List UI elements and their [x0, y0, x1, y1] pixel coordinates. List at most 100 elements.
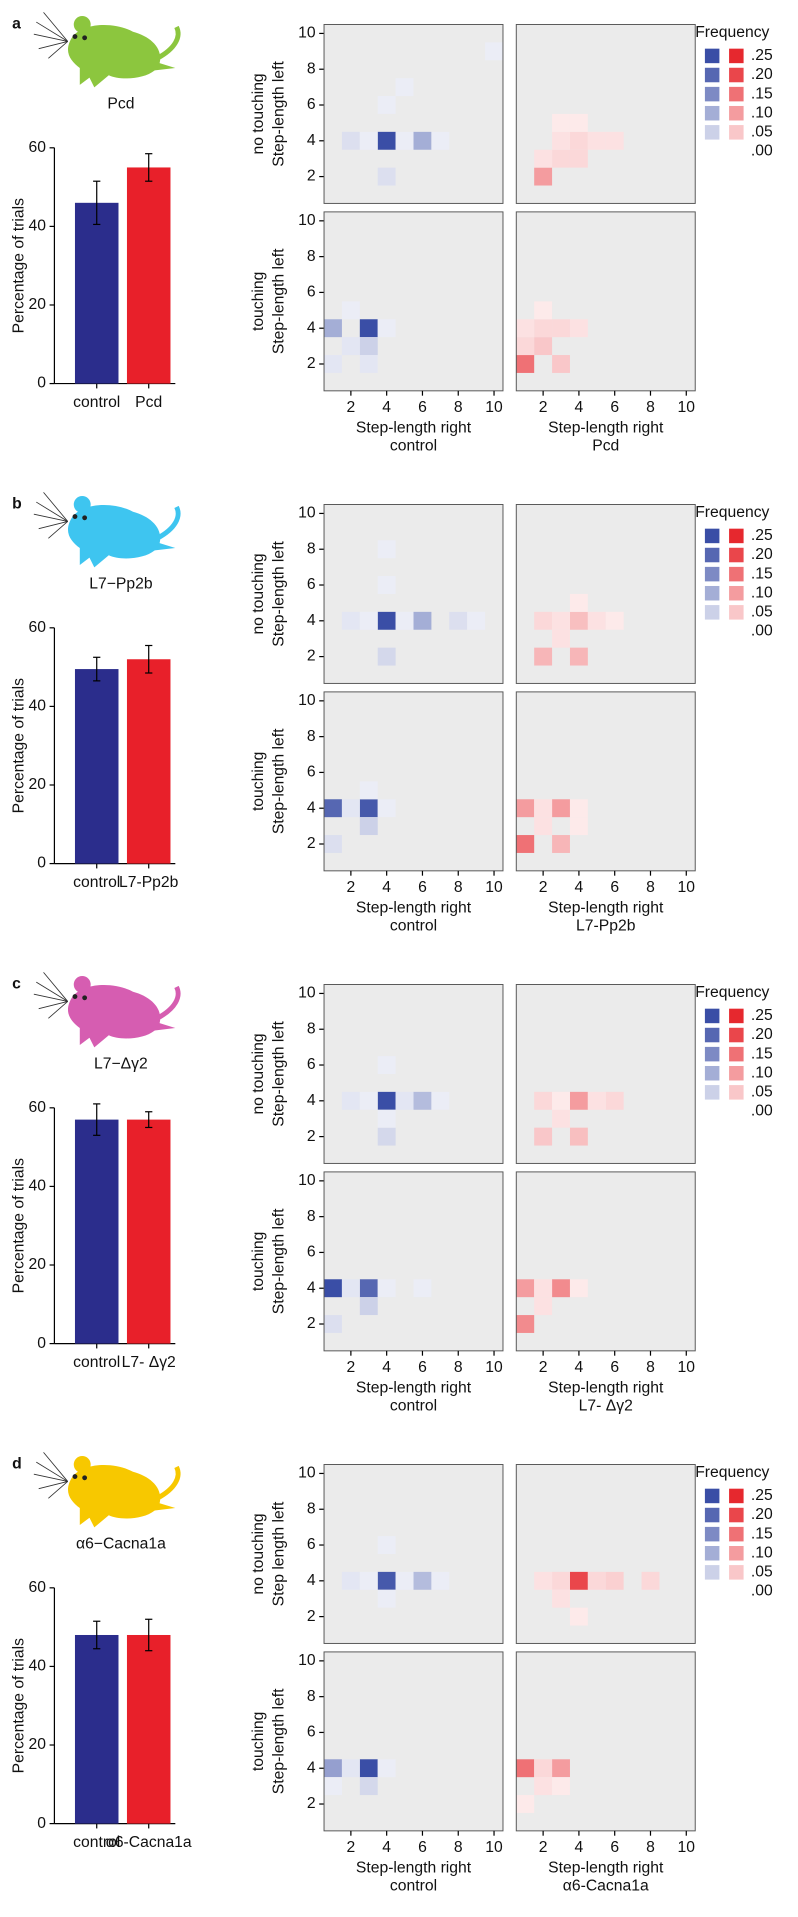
mouse-eye	[82, 35, 88, 41]
legend-label: .15	[751, 85, 773, 102]
mouse-body	[67, 1465, 176, 1528]
heatmap-frame	[323, 1464, 504, 1644]
heatmap-cell	[516, 319, 535, 338]
x-tick-label: 10	[678, 879, 696, 896]
x-tick-label: Pcd	[135, 394, 162, 411]
x-tick-label: 10	[678, 399, 696, 416]
mouse-whisker	[36, 1461, 68, 1482]
x-tick-label: 4	[382, 1359, 391, 1376]
y-tick-label: 4	[307, 132, 316, 149]
y-tick-label: 8	[307, 540, 316, 557]
heatmap-cell	[552, 1777, 570, 1796]
x-tick-label: L7-Pp2b	[119, 874, 179, 891]
heatmap-cell	[359, 1571, 378, 1590]
x-tick-label: α6-Cacna1a	[106, 1834, 192, 1851]
heatmap-cell	[431, 131, 450, 150]
heatmap-background	[516, 1651, 696, 1831]
legend-label: .20	[751, 1506, 773, 1523]
heatmap-cell	[534, 1571, 553, 1590]
legend-swatch	[704, 105, 720, 121]
heatmap-frame	[515, 1171, 696, 1352]
heatmap-cell	[341, 1279, 360, 1298]
heatmap-cell	[569, 611, 588, 630]
mouse-whisker	[33, 1473, 68, 1482]
heatmap-cell	[359, 131, 378, 150]
error-bar	[93, 1620, 101, 1650]
heatmap-cell	[324, 1777, 342, 1796]
heatmap-cell	[569, 799, 588, 818]
legend-swatch	[729, 1565, 744, 1580]
legend-swatch	[729, 1065, 744, 1081]
heatmap-cell	[324, 1759, 342, 1778]
heatmap-cell	[534, 1127, 553, 1146]
heatmap-cell	[516, 835, 535, 853]
x-tick-label: 2	[539, 879, 548, 896]
heatmap-cell	[552, 835, 570, 853]
heatmap	[515, 211, 696, 392]
x-axis-label: Step-length right	[548, 419, 664, 436]
legend-swatch	[704, 1565, 720, 1580]
x-tick-label: 4	[382, 399, 391, 416]
mouse-eye	[82, 995, 88, 1001]
heatmap-frame	[515, 23, 696, 204]
panel-label: a	[12, 16, 21, 33]
heatmap-cell	[569, 1091, 588, 1110]
legend-label: .00	[751, 143, 773, 160]
x-tick-label: 4	[575, 1359, 584, 1376]
legend-swatch	[704, 86, 720, 102]
x-tick-label: 2	[539, 1839, 548, 1856]
heatmap-frame	[515, 1651, 696, 1832]
heatmap-cell	[605, 1091, 624, 1110]
row-label: Step-length left	[270, 541, 287, 647]
row-label: Step-length left	[270, 61, 287, 167]
heatmap-cell	[552, 629, 570, 648]
error-bar	[145, 1111, 153, 1129]
x-tick-label: 10	[485, 1839, 503, 1856]
row-label: touching	[250, 1232, 267, 1291]
heatmap-cell	[359, 1279, 378, 1298]
heatmap-cell	[413, 131, 432, 150]
x-tick-label: 10	[678, 1839, 696, 1856]
heatmap	[323, 211, 504, 392]
legend-swatch	[704, 1065, 720, 1081]
y-tick-label: 4	[307, 1279, 316, 1296]
heatmap-frame	[323, 1171, 504, 1352]
y-tick-label: 8	[307, 1500, 316, 1517]
legend-swatch	[704, 1545, 720, 1561]
heatmap-cell	[534, 319, 553, 338]
heatmap-frame	[323, 211, 504, 392]
heatmap-cell	[359, 817, 378, 836]
legend-label: .00	[751, 1583, 773, 1600]
y-tick-label: 8	[307, 1208, 316, 1225]
legend-swatch	[704, 144, 720, 159]
row-label: touching	[250, 1712, 267, 1771]
legend-swatch	[729, 48, 744, 64]
heatmap-cell	[377, 1589, 396, 1608]
y-tick-label: 20	[28, 1256, 46, 1273]
heatmap-cell	[534, 337, 553, 356]
y-tick-label: 4	[307, 799, 316, 816]
y-axis-label: Percentage of trials	[11, 1638, 28, 1773]
mouse-eye	[72, 1474, 78, 1480]
heatmap-cell	[569, 593, 588, 612]
heatmap	[323, 984, 504, 1164]
heatmap-frame	[323, 984, 504, 1164]
x-tick-label: 4	[575, 399, 584, 416]
heatmap-cell	[377, 319, 396, 338]
heatmap-cell	[359, 799, 378, 818]
y-tick-label: 0	[37, 855, 46, 872]
bar	[126, 1634, 171, 1824]
heatmap-cell	[324, 1315, 342, 1333]
heatmap-cell	[605, 611, 624, 630]
heatmap-cell	[605, 131, 624, 150]
heatmap-cell	[359, 1759, 378, 1778]
heatmap-frame	[515, 691, 696, 872]
heatmap-cell	[359, 337, 378, 356]
y-tick-label: 8	[307, 1020, 316, 1037]
heatmap-frame	[515, 1464, 696, 1644]
heatmap-cell	[534, 149, 553, 168]
legend-label: .20	[751, 1026, 773, 1043]
x-tick-label: 8	[454, 399, 463, 416]
mouse-whisker	[33, 513, 68, 522]
legend-swatch	[704, 547, 720, 563]
